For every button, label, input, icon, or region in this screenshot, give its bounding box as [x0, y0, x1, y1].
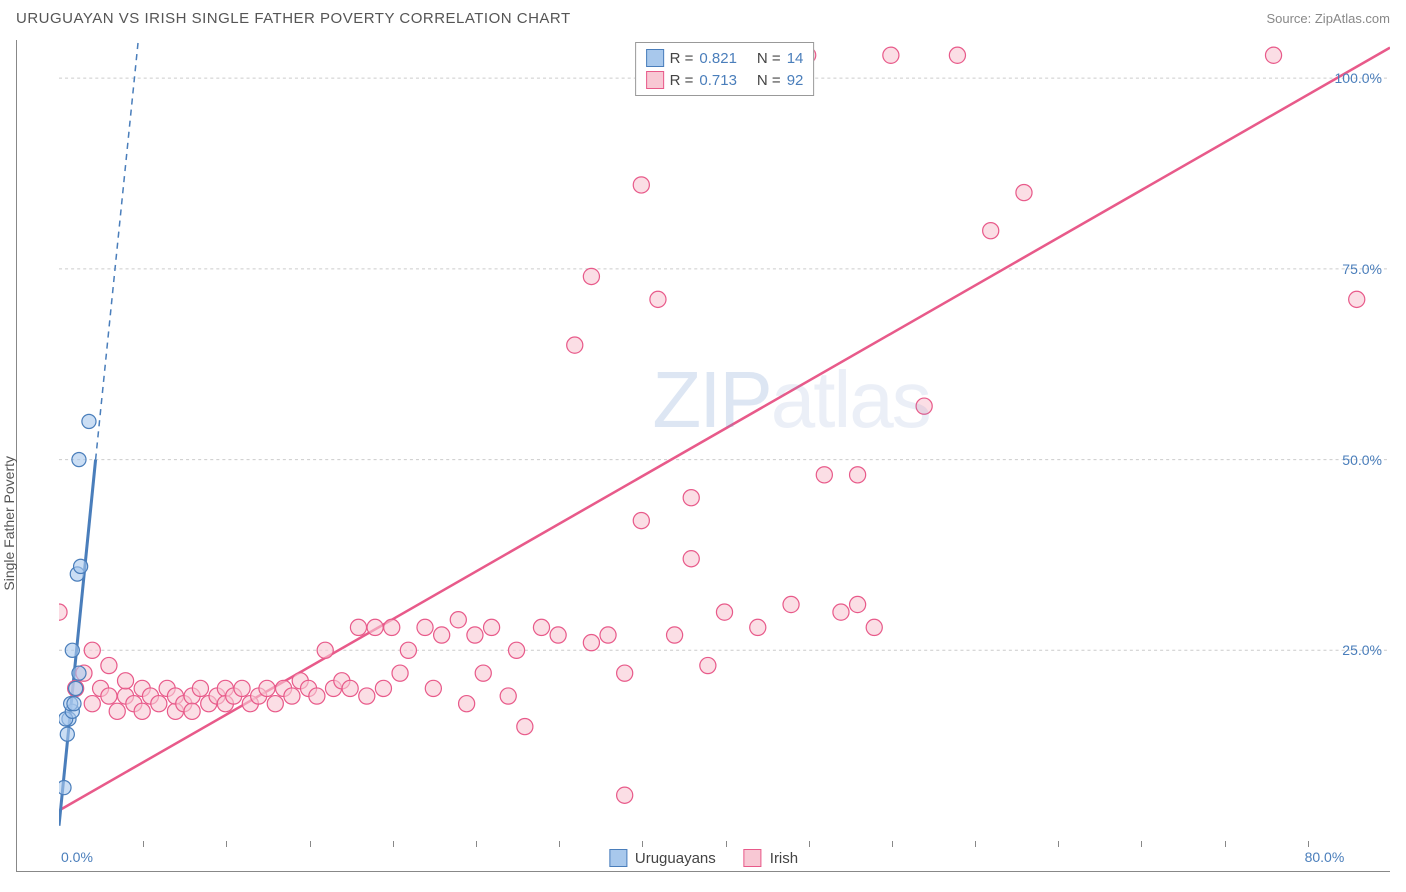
y-tick-label: 50.0%: [1342, 452, 1382, 468]
source-prefix: Source:: [1266, 11, 1314, 26]
swatch-irish: [744, 849, 762, 867]
x-minor-tick: [642, 841, 643, 847]
swatch-irish: [646, 71, 664, 89]
swatch-uruguayans: [646, 49, 664, 67]
n-label: N =: [757, 50, 781, 67]
x-minor-tick: [476, 841, 477, 847]
y-tick-label: 25.0%: [1342, 642, 1382, 658]
x-minor-tick: [726, 841, 727, 847]
x-tick-min: 0.0%: [61, 849, 93, 865]
r-value-irish: 0.713: [699, 72, 737, 89]
y-tick-label: 100.0%: [1335, 70, 1382, 86]
series-legend: Uruguayans Irish: [609, 849, 798, 867]
plot-area: ZIPatlas R = 0.821 N = 14 R = 0.713 N = …: [59, 40, 1390, 841]
x-minor-tick: [226, 841, 227, 847]
source-name: ZipAtlas.com: [1315, 11, 1390, 26]
x-minor-tick: [1141, 841, 1142, 847]
x-minor-tick: [310, 841, 311, 847]
n-label: N =: [757, 72, 781, 89]
x-minor-tick: [1058, 841, 1059, 847]
legend-label-irish: Irish: [770, 850, 798, 867]
y-tick-label: 75.0%: [1342, 261, 1382, 277]
swatch-uruguayans: [609, 849, 627, 867]
x-minor-tick: [975, 841, 976, 847]
legend-label-uruguayans: Uruguayans: [635, 850, 716, 867]
x-minor-tick: [892, 841, 893, 847]
x-tick-max: 80.0%: [1305, 849, 1345, 865]
plot-svg: [59, 40, 1390, 841]
n-value-irish: 92: [787, 72, 804, 89]
r-label: R =: [670, 72, 694, 89]
legend-item-irish: Irish: [744, 849, 798, 867]
x-minor-tick: [1225, 841, 1226, 847]
source-attribution: Source: ZipAtlas.com: [1266, 11, 1390, 26]
r-label: R =: [670, 50, 694, 67]
header: URUGUAYAN VS IRISH SINGLE FATHER POVERTY…: [0, 0, 1406, 33]
n-value-uruguayans: 14: [787, 50, 804, 67]
x-minor-tick: [1308, 841, 1309, 847]
stats-row-irish: R = 0.713 N = 92: [646, 69, 804, 91]
stats-row-uruguayans: R = 0.821 N = 14: [646, 47, 804, 69]
stats-legend: R = 0.821 N = 14 R = 0.713 N = 92: [635, 42, 815, 96]
chart-area: Single Father Poverty ZIPatlas R = 0.821…: [16, 40, 1390, 872]
x-minor-tick: [809, 841, 810, 847]
x-minor-tick: [559, 841, 560, 847]
x-minor-tick: [143, 841, 144, 847]
legend-item-uruguayans: Uruguayans: [609, 849, 716, 867]
r-value-uruguayans: 0.821: [699, 50, 737, 67]
y-axis-label: Single Father Poverty: [1, 456, 17, 591]
chart-title: URUGUAYAN VS IRISH SINGLE FATHER POVERTY…: [16, 10, 571, 27]
x-minor-tick: [393, 841, 394, 847]
